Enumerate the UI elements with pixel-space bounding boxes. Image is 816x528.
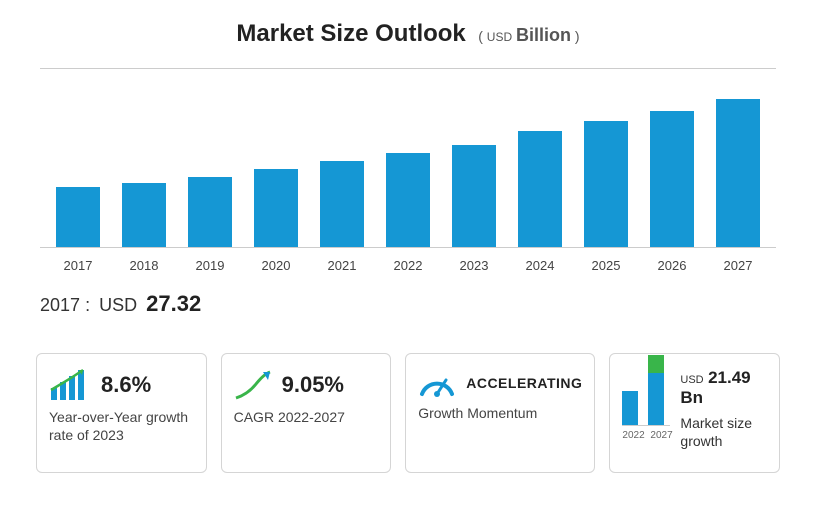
- x-label-2027: 2027: [705, 258, 771, 273]
- bar-2026: [639, 111, 705, 247]
- bar-2025: [573, 121, 639, 247]
- x-label-2017: 2017: [45, 258, 111, 273]
- card-growth: 20222027 USD 21.49 Bn Market size growth: [609, 353, 780, 473]
- bar-2022: [375, 153, 441, 247]
- x-label-2024: 2024: [507, 258, 573, 273]
- bar-2023: [441, 145, 507, 247]
- x-label-2023: 2023: [441, 258, 507, 273]
- growth-text: USD 21.49 Bn Market size growth: [680, 368, 767, 450]
- x-axis-labels: 2017201820192020202120222023202420252026…: [40, 258, 776, 273]
- title-main: Market Size Outlook: [236, 20, 465, 47]
- mini-bar-2022: [622, 391, 638, 425]
- mini-bar-chart: [622, 368, 670, 426]
- bar-chart: [40, 68, 776, 248]
- bar-2027: [705, 99, 771, 247]
- bar-2017: [45, 187, 111, 247]
- growth-desc: Market size growth: [680, 414, 767, 450]
- bar-2018: [111, 183, 177, 247]
- cagr-value: 9.05%: [282, 372, 344, 398]
- value-callout: 2017 : USD 27.32: [40, 291, 786, 317]
- momentum-desc: Growth Momentum: [418, 404, 582, 422]
- x-label-2018: 2018: [111, 258, 177, 273]
- chart-title: Market Size Outlook ( USD Billion ): [30, 20, 786, 48]
- bar-chart-icon: [49, 368, 93, 402]
- x-label-2020: 2020: [243, 258, 309, 273]
- stat-cards: 8.6% Year-over-Year growth rate of 2023 …: [30, 353, 786, 473]
- mini-bar-2027: [648, 355, 664, 425]
- bar-2019: [177, 177, 243, 247]
- x-label-2025: 2025: [573, 258, 639, 273]
- x-label-2021: 2021: [309, 258, 375, 273]
- mini-x-labels: 20222027: [622, 430, 670, 441]
- card-cagr: 9.05% CAGR 2022-2027: [221, 353, 392, 473]
- growth-arrow-icon: [234, 368, 274, 402]
- bar-2021: [309, 161, 375, 247]
- x-label-2026: 2026: [639, 258, 705, 273]
- gauge-icon: [418, 368, 456, 398]
- yoy-value: 8.6%: [101, 372, 151, 398]
- card-momentum: Accelerating Growth Momentum: [405, 353, 595, 473]
- x-label-2019: 2019: [177, 258, 243, 273]
- yoy-desc: Year-over-Year growth rate of 2023: [49, 408, 194, 444]
- mini-chart-block: 20222027: [622, 368, 670, 450]
- card-yoy: 8.6% Year-over-Year growth rate of 2023: [36, 353, 207, 473]
- title-units: ( USD Billion ): [478, 28, 579, 44]
- cagr-desc: CAGR 2022-2027: [234, 408, 379, 426]
- bar-2020: [243, 169, 309, 247]
- bar-2024: [507, 131, 573, 247]
- momentum-label: Accelerating: [466, 375, 582, 391]
- x-label-2022: 2022: [375, 258, 441, 273]
